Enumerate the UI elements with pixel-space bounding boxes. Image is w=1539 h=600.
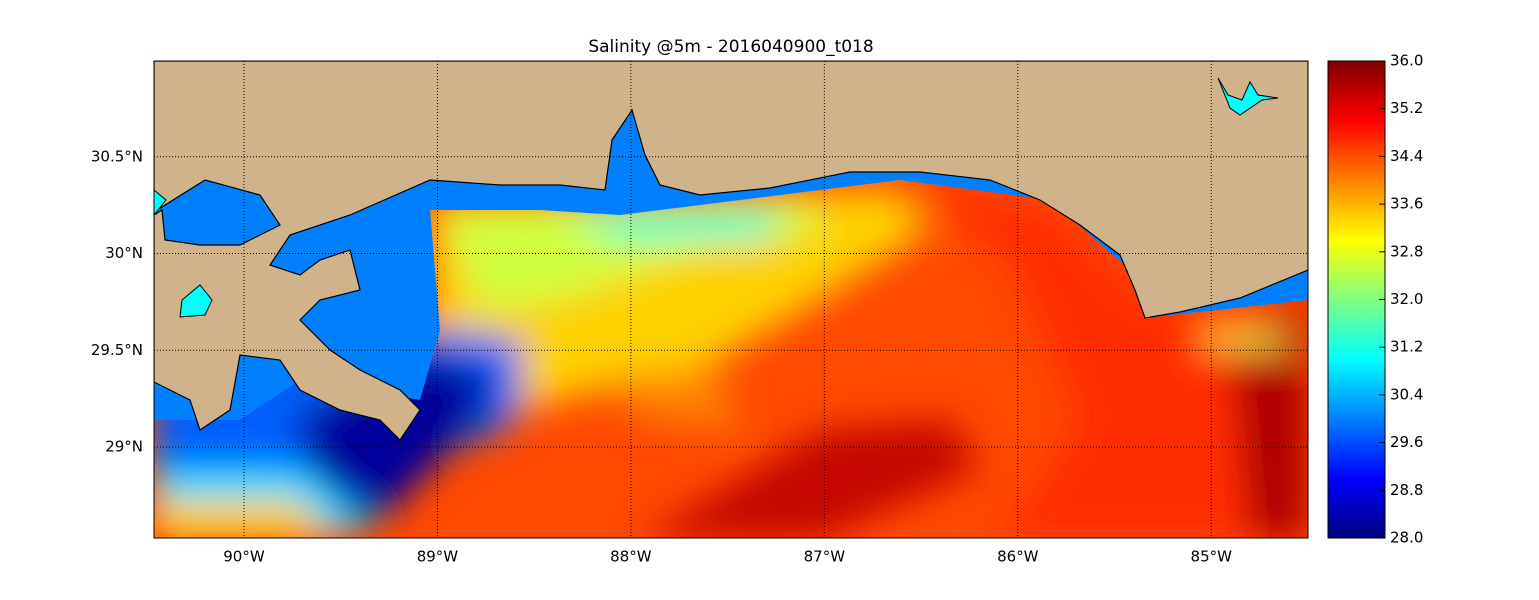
land [154,61,1308,441]
y-tick-label: 29°N [105,438,143,456]
colorbar-tick-label: 32.0 [1390,290,1423,308]
plot-frame [153,60,1309,539]
colorbar-tick-label: 31.2 [1390,338,1423,356]
lake [1217,77,1279,116]
colorbar-tick-label: 28.0 [1390,529,1423,547]
y-tick-label: 30°N [105,244,143,262]
map-title: Salinity @5m - 2016040900_t018 [588,37,873,57]
x-tick-label: 85°W [1191,548,1233,566]
y-tick-label: 30.5°N [91,147,143,165]
colorbar-tick-label: 36.0 [1390,52,1423,70]
salinity-field [154,61,1308,538]
lake [179,284,213,318]
colorbar-tick-label: 29.6 [1390,433,1423,451]
colorbar-tick-label: 32.8 [1390,242,1423,260]
x-tick-label: 86°W [997,548,1039,566]
colorbar-tick-label: 34.4 [1390,147,1423,165]
colorbar [1327,60,1386,539]
colorbar-tick-label: 35.2 [1390,99,1423,117]
x-tick-label: 89°W [417,548,459,566]
x-tick-label: 87°W [804,548,846,566]
colorbar-tick-label: 28.8 [1390,481,1423,499]
x-tick-label: 90°W [223,548,265,566]
lake [154,189,167,216]
colorbar-tick-label: 30.4 [1390,385,1423,403]
colorbar-tick-label: 33.6 [1390,195,1423,213]
x-tick-label: 88°W [610,548,652,566]
y-tick-label: 29.5°N [91,341,143,359]
